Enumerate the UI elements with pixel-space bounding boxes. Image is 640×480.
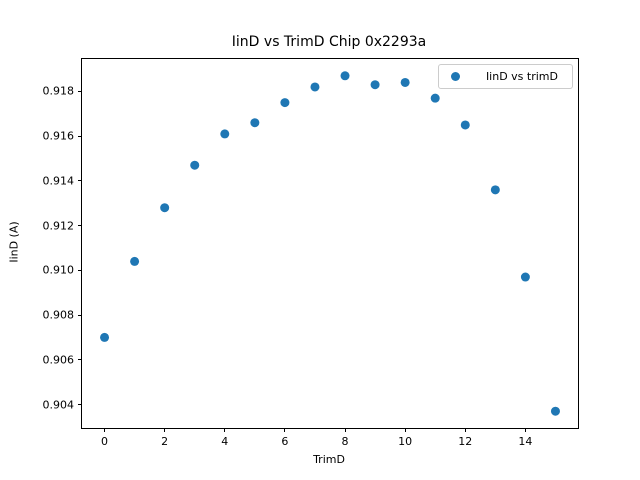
y-tick-label: 0.914: [42, 174, 75, 188]
x-tick-label: 10: [398, 435, 413, 448]
y-tick-mark: [78, 404, 82, 406]
y-tick-label: 0.904: [42, 398, 75, 412]
y-tick-mark: [78, 180, 82, 182]
scatter-point: [400, 77, 410, 87]
y-tick-mark: [78, 135, 82, 137]
x-tick-mark: [104, 428, 106, 432]
y-axis-label: IinD (A): [7, 221, 21, 263]
x-tick-label: 2: [161, 435, 169, 448]
y-tick-label: 0.918: [42, 84, 75, 98]
scatter-point: [220, 129, 230, 139]
scatter-point: [160, 203, 170, 213]
y-tick-label: 0.910: [42, 263, 75, 277]
scatter-point: [340, 71, 350, 81]
y-tick-label: 0.912: [42, 219, 75, 233]
x-tick-mark: [524, 428, 526, 432]
y-tick-mark: [78, 225, 82, 227]
x-tick-label: 12: [458, 435, 473, 448]
scatter-point: [250, 118, 260, 128]
y-tick-label: 0.906: [42, 353, 75, 367]
x-tick-mark: [284, 428, 286, 432]
scatter-point: [190, 160, 200, 170]
y-tick-mark: [78, 269, 82, 271]
x-tick-mark: [164, 428, 166, 432]
x-tick-label: 0: [101, 435, 109, 448]
legend: IinD vs trimD: [437, 64, 573, 89]
scatter-point: [370, 80, 380, 90]
y-tick-mark: [78, 90, 82, 92]
scatter-point: [430, 93, 440, 103]
x-tick-mark: [404, 428, 406, 432]
axes: IinD vs trimD 0 2 4 6 8 10 12 14 0.904 0.906 0.908…: [43, 58, 579, 448]
x-tick-mark: [344, 428, 346, 432]
scatter-point: [520, 272, 530, 282]
x-tick-label: 4: [221, 435, 229, 448]
scatter-plot-area: [100, 71, 560, 416]
scatter-point: [310, 82, 320, 92]
x-tick-label: 14: [518, 435, 533, 448]
legend-label: IinD vs trimD: [485, 70, 558, 83]
scatter-point: [130, 256, 140, 266]
x-tick-label: 8: [341, 435, 349, 448]
x-tick-mark: [224, 428, 226, 432]
x-tick-label: 6: [281, 435, 289, 448]
legend-marker-dot: [450, 72, 460, 81]
chart-title: IinD vs TrimD Chip 0x2293a: [231, 34, 427, 50]
x-tick-mark: [464, 428, 466, 432]
y-tick-mark: [78, 359, 82, 361]
scatter-point: [550, 406, 560, 416]
y-tick-mark: [78, 314, 82, 316]
scatter-point: [280, 98, 290, 108]
y-tick-label: 0.916: [42, 129, 75, 143]
x-axis-label: TrimD: [313, 453, 345, 466]
scatter-point: [490, 185, 500, 195]
scatter-point: [100, 332, 110, 342]
scatter-point: [460, 120, 470, 130]
y-tick-label: 0.908: [42, 308, 75, 322]
